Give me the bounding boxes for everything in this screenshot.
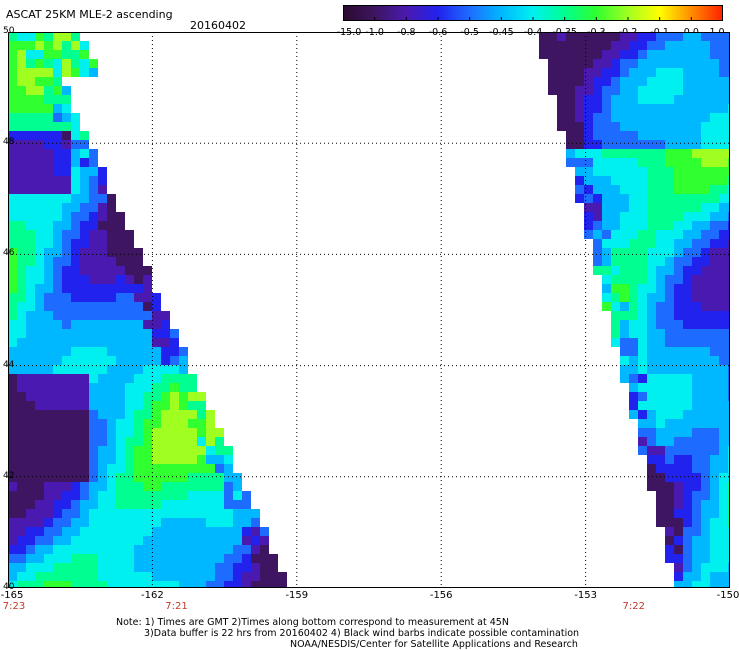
map-plot — [8, 32, 730, 588]
swath-cells — [8, 32, 730, 588]
graticule — [8, 32, 730, 588]
lat-label: 44 — [3, 359, 15, 370]
time-label: 7:23 — [2, 601, 26, 612]
lat-label: 40 — [3, 582, 15, 592]
lon-label: -159 — [285, 590, 309, 601]
lon-label: -153 — [574, 590, 597, 601]
time-label: 7:21 — [165, 601, 188, 612]
lat-label: 48 — [3, 137, 15, 148]
note-line-1: Note: 1) Times are GMT 2)Times along bot… — [116, 617, 509, 628]
product-date: 20160402 — [190, 19, 246, 32]
lat-label: 46 — [3, 248, 15, 259]
lon-label: -156 — [429, 590, 453, 601]
note-line-3: NOAA/NESDIS/Center for Satellite Applica… — [290, 639, 578, 650]
lat-label: 42 — [3, 470, 15, 481]
lon-label: -162 — [141, 590, 164, 601]
note-line-2: 3)Data buffer is 22 hrs from 20160402 4)… — [144, 628, 580, 639]
lat-label: 50 — [3, 26, 15, 36]
product-title: ASCAT 25KM MLE-2 ascending — [6, 8, 173, 21]
colorbar — [343, 5, 723, 21]
time-label: 7:22 — [622, 601, 645, 612]
lon-label: -165 — [0, 590, 24, 601]
lon-label: -150 — [716, 590, 740, 601]
